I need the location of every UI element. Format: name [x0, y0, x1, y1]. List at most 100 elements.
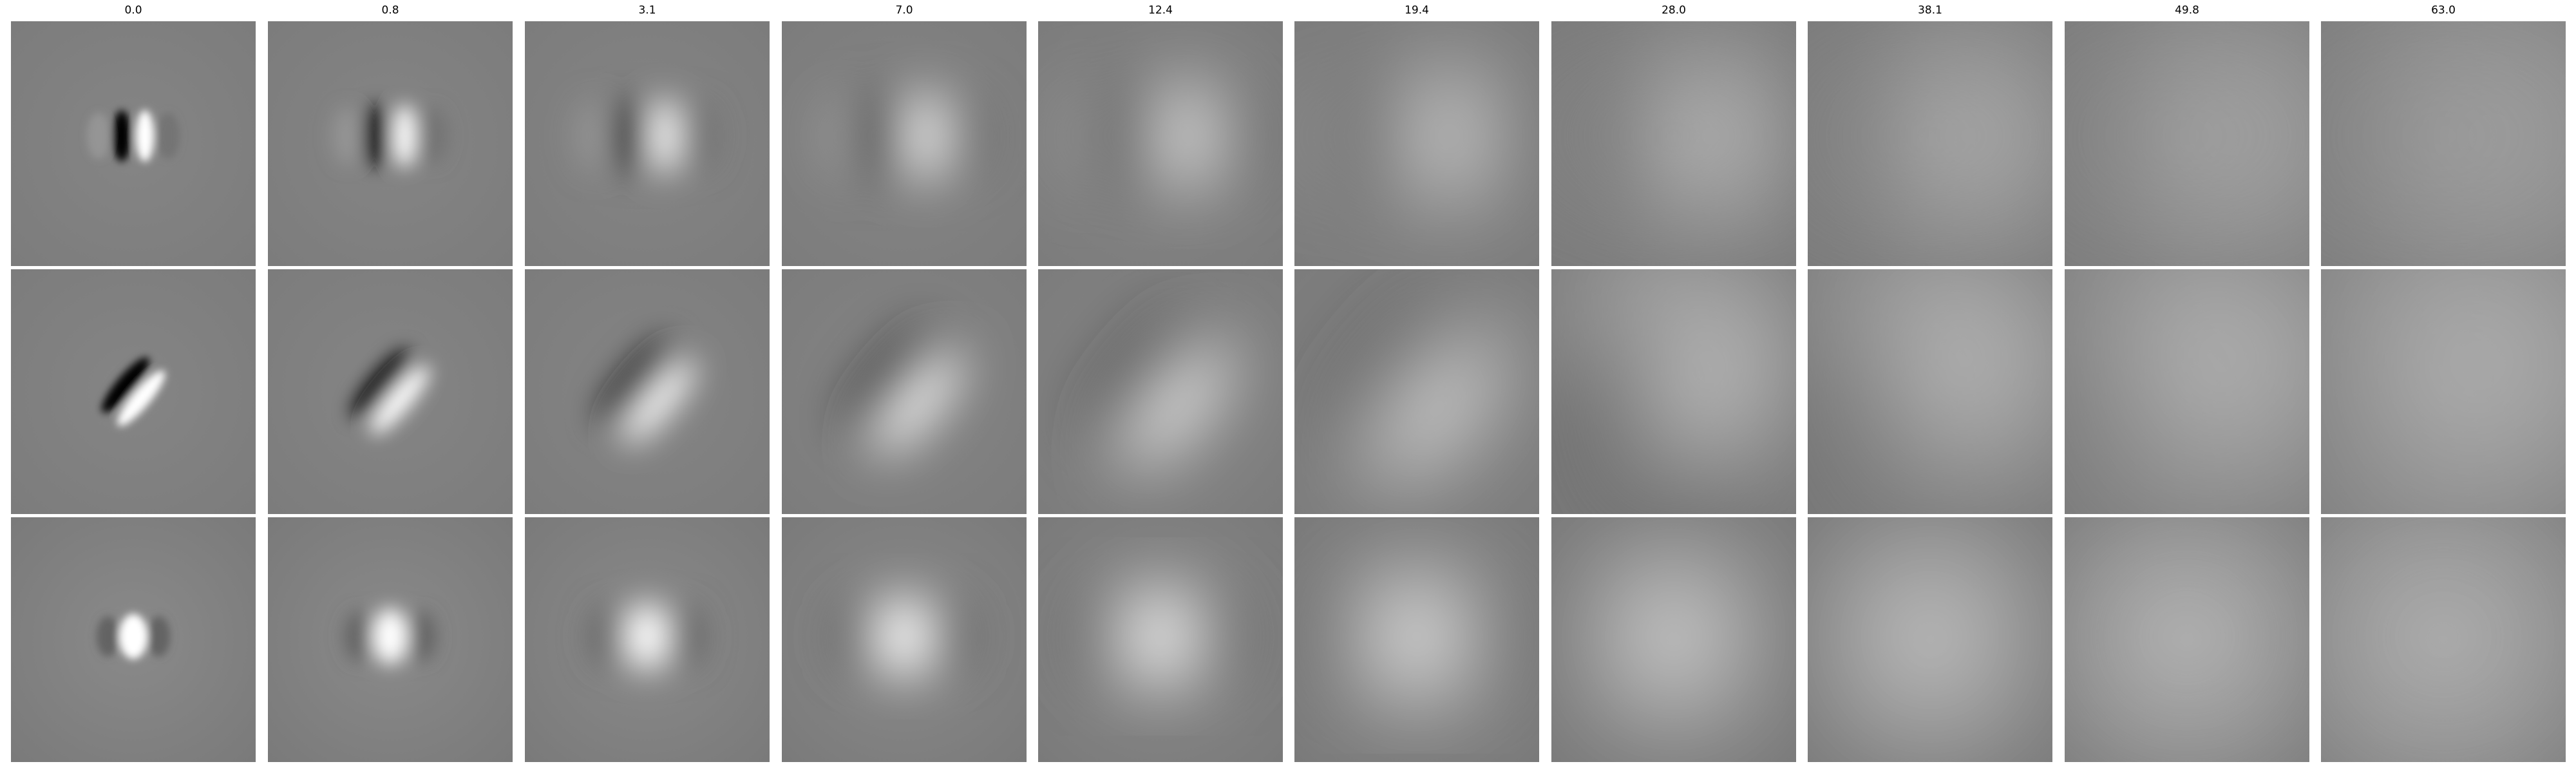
- bright-lobe: [1423, 69, 1471, 203]
- filter-panel-r1-c5: [1294, 269, 1539, 514]
- panel-background: [11, 269, 256, 514]
- dark-lobe: [2103, 32, 2177, 240]
- bright-center-blob: [2378, 533, 2509, 740]
- filter-panel-r1-c8: [2065, 269, 2309, 514]
- bright-lobe: [1939, 45, 2003, 227]
- side-lobe-left: [576, 100, 612, 171]
- bright-lobe: [1375, 336, 1499, 481]
- dark-bottom-region: [1853, 443, 2007, 514]
- filter-panel-r0-c7: [1808, 21, 2052, 266]
- bright-center-blob: [119, 614, 147, 659]
- filter-panel-r0-c4: [1038, 21, 1283, 266]
- bright-center-blob: [1631, 568, 1717, 705]
- bright-center-blob: [625, 602, 669, 671]
- column-title-5: 19.4: [1405, 4, 1429, 17]
- side-lobe-left: [2065, 49, 2094, 223]
- side-lobe-right: [1743, 65, 1796, 207]
- filter-panel-r1-c6: [1551, 269, 1796, 514]
- bright-lobe: [2197, 32, 2271, 240]
- bright-lobe: [393, 104, 416, 168]
- dark-lobe: [101, 357, 149, 413]
- panel-background: [268, 269, 513, 514]
- flank-right: [1980, 565, 2052, 708]
- bright-lobe: [623, 359, 696, 444]
- dark-lobe: [365, 104, 388, 168]
- side-lobe-left: [1296, 75, 1357, 196]
- filter-panel-r0-c9: [2321, 21, 2566, 266]
- flank-right: [1191, 591, 1242, 682]
- panel-background: [525, 21, 770, 266]
- side-lobe-right: [682, 100, 718, 171]
- filter-panel-r2-c6: [1551, 517, 1796, 762]
- dark-bottom-region: [2110, 443, 2264, 514]
- filter-panel-r2-c8: [2065, 517, 2309, 762]
- filter-panel-r0-c0: [11, 21, 256, 266]
- panel-background: [268, 21, 513, 266]
- filter-panel-r2-c3: [782, 517, 1027, 762]
- filter-panel-r2-c4: [1038, 517, 1283, 762]
- dark-lobe: [1334, 302, 1459, 447]
- dark-bottom-region: [2366, 443, 2521, 514]
- flank-right: [147, 616, 171, 657]
- side-lobe-right: [2280, 49, 2309, 223]
- column-title-4: 12.4: [1148, 4, 1173, 17]
- filter-panel-r0-c8: [2065, 21, 2309, 266]
- dark-lobe: [1115, 79, 1155, 193]
- column-title-6: 28.0: [1662, 4, 1686, 17]
- dark-lobe: [846, 328, 934, 431]
- column-title-2: 3.1: [638, 4, 656, 17]
- bright-top-region: [1577, 269, 1770, 340]
- bright-lobe: [909, 88, 942, 184]
- bright-lobe: [370, 365, 430, 435]
- dark-lobe: [866, 88, 900, 184]
- column-title-3: 7.0: [895, 4, 913, 17]
- dark-lobe: [616, 97, 643, 175]
- side-lobe-left: [1808, 54, 1849, 218]
- dark-lobe: [350, 348, 410, 418]
- flank-right: [1454, 584, 1513, 689]
- flank-right: [408, 611, 436, 662]
- column-title-1: 0.8: [381, 4, 399, 17]
- flank-left: [836, 599, 878, 674]
- flank-left: [96, 616, 119, 657]
- dark-lobe: [1611, 57, 1666, 215]
- bright-top-region: [2090, 269, 2284, 345]
- side-lobe-left: [819, 93, 862, 179]
- filter-panel-r1-c3: [782, 269, 1027, 514]
- column-title-7: 38.1: [1918, 4, 1942, 17]
- bright-lobe: [136, 110, 154, 162]
- side-lobe-left: [332, 107, 362, 165]
- dark-lobe: [2348, 21, 2432, 254]
- bright-lobe: [1681, 57, 1737, 215]
- dark-lobe: [1363, 69, 1410, 203]
- bright-center-blob: [1129, 587, 1192, 686]
- flank-right: [1716, 575, 1786, 698]
- column-title-9: 63.0: [2431, 4, 2456, 17]
- bright-top-region: [2347, 269, 2540, 348]
- flank-left: [2321, 543, 2378, 730]
- flank-right: [2508, 543, 2566, 730]
- column-title-8: 49.8: [2175, 4, 2199, 17]
- side-lobe-right: [156, 113, 180, 159]
- flank-right: [2244, 554, 2309, 719]
- flank-left: [1079, 591, 1130, 682]
- column-title-0: 0.0: [124, 4, 142, 17]
- side-lobe-right: [1211, 84, 1263, 187]
- bright-lobe: [651, 97, 679, 175]
- dark-lobe: [599, 339, 672, 424]
- flank-left: [1808, 565, 1880, 708]
- filter-panel-r1-c0: [11, 269, 256, 514]
- filter-panel-r0-c6: [1551, 21, 1796, 266]
- filter-panel-r0-c1: [268, 21, 513, 266]
- side-lobe-left: [1058, 84, 1110, 187]
- bright-top-region: [1833, 269, 2027, 343]
- bright-lobe: [1166, 79, 1206, 193]
- flank-left: [2065, 554, 2130, 719]
- bright-lobe: [1125, 345, 1231, 468]
- flank-left: [1321, 584, 1380, 689]
- panel-background: [782, 21, 1027, 266]
- filter-panel-r1-c7: [1808, 269, 2052, 514]
- filter-panel-r2-c1: [268, 517, 513, 762]
- side-lobe-left: [86, 113, 111, 159]
